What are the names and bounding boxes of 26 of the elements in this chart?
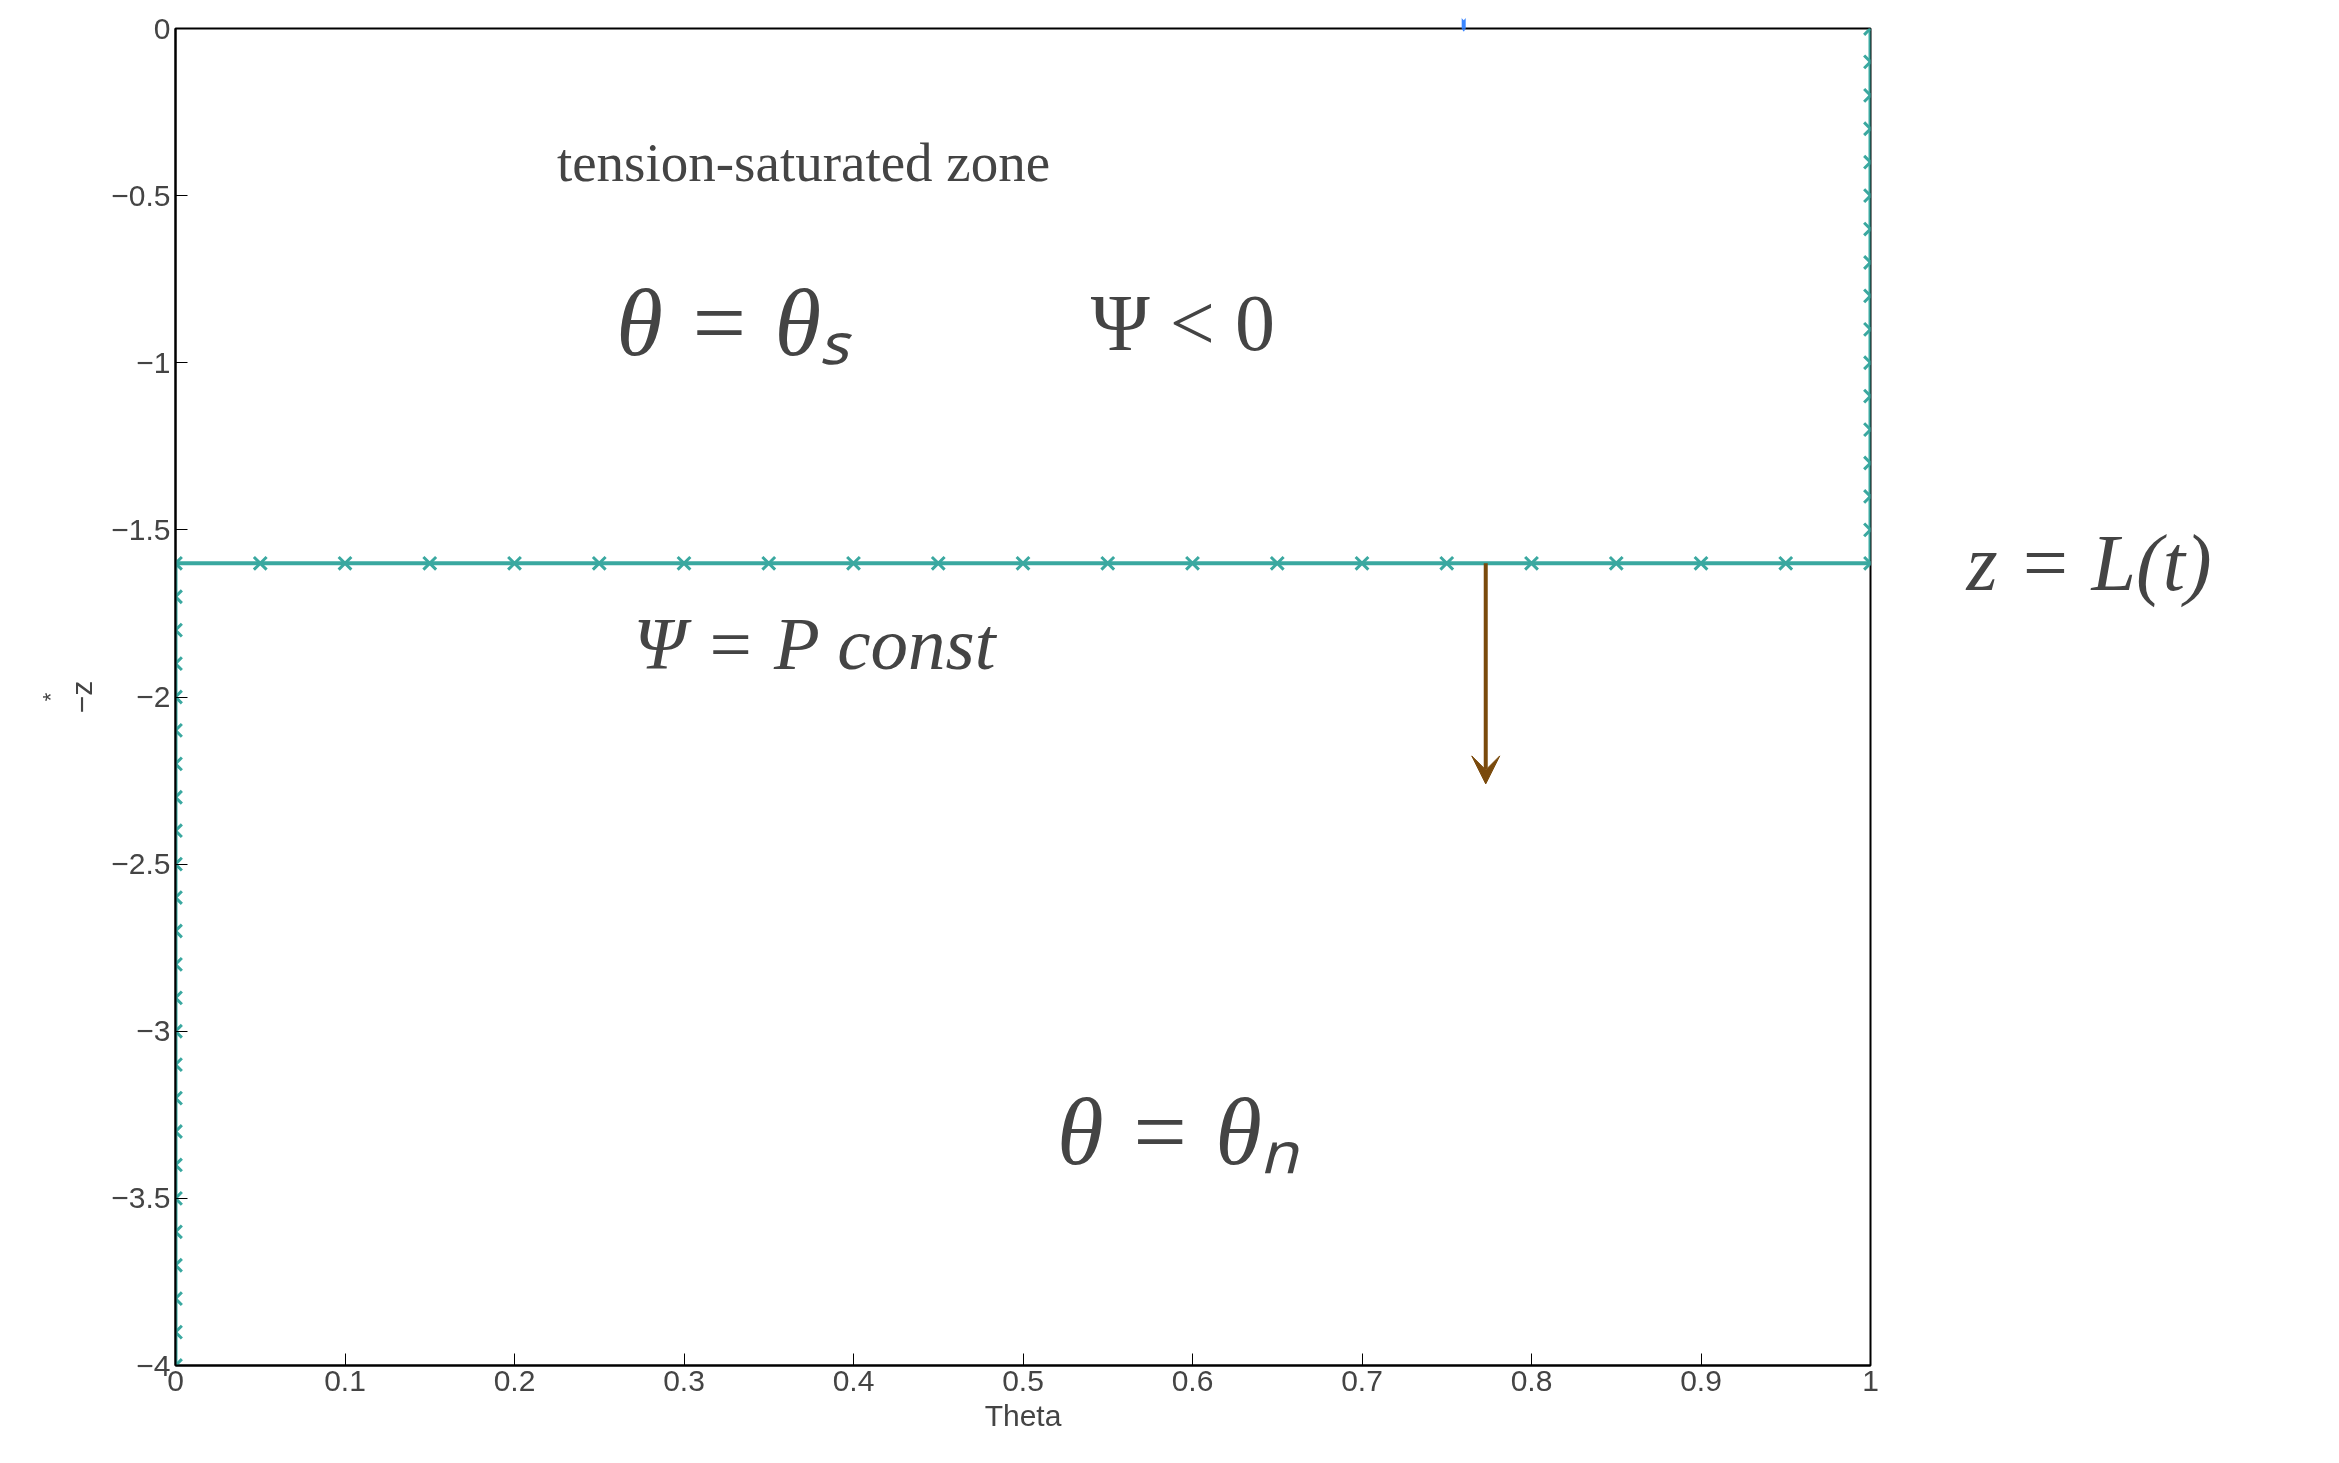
x-tick-label: 0.8 [1510,1363,1553,1397]
x-tick-label: 0.6 [1171,1363,1214,1397]
annotation: θ = θₙ [1056,1078,1300,1185]
x-tick-label: 0.7 [1341,1363,1383,1397]
y-tick-label: 0 [153,11,171,45]
x-tick-label: 0.4 [832,1363,875,1397]
y-tick-label: −1 [136,345,171,379]
x-tick-label: 0.2 [493,1363,536,1397]
x-tick-label: 0.3 [663,1363,705,1397]
y-axis-title: −z* [37,680,99,714]
y-tick-label: −3 [136,1014,171,1048]
ref-line-label: z = L(t) [1965,519,2212,609]
y-tick-label: −0.5 [111,178,171,212]
x-tick-label: 0.9 [1680,1363,1722,1397]
x-tick-label: 1 [1862,1363,1879,1397]
y-tick-label: −2 [136,680,171,713]
x-tick-label: 0.1 [324,1363,366,1397]
annotation: tension-saturated zone [556,131,1051,193]
x-axis-title: Theta [984,1398,1062,1432]
annotation: Ψ < 0 [1090,278,1275,367]
y-tick-label: −3.5 [111,1181,171,1215]
annotation: Ψ = P const [633,602,998,686]
y-tick-label: −2.5 [111,847,171,881]
y-tick-label: −1.5 [111,512,171,546]
annotation: θ = θₛ [616,269,854,376]
x-tick-label: 0.5 [1002,1363,1044,1397]
